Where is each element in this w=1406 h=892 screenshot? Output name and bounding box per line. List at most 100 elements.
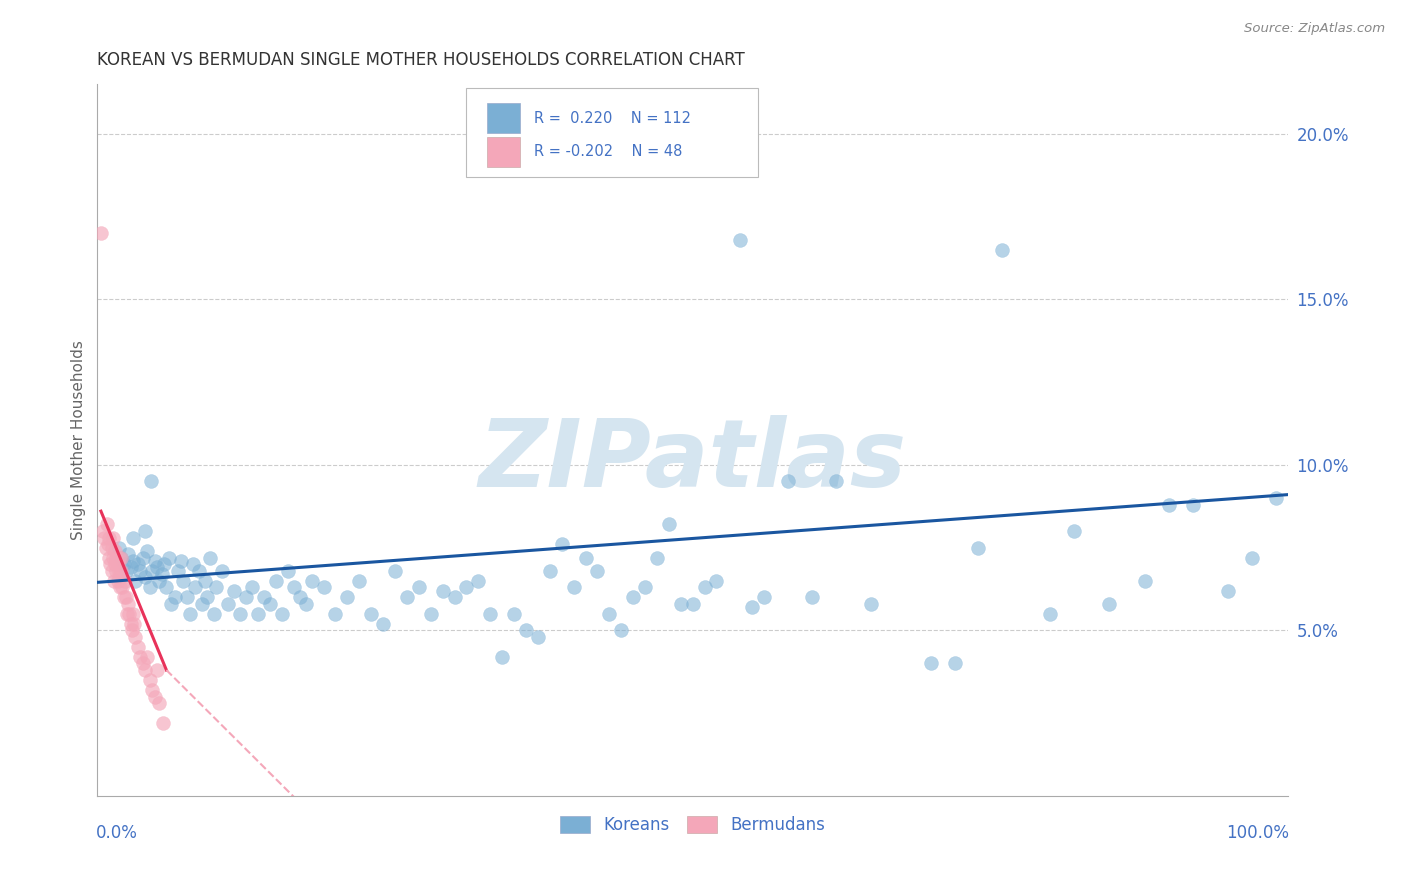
Point: [419, 607, 441, 621]
Point: [195, 591, 218, 605]
Point: [150, 567, 173, 582]
Point: [325, 607, 347, 621]
Point: [104, 544, 127, 558]
Point: [91, 524, 114, 538]
Point: [991, 243, 1014, 257]
Point: [202, 607, 225, 621]
Point: [110, 564, 132, 578]
Point: [752, 591, 775, 605]
Point: [312, 580, 335, 594]
Point: [586, 564, 609, 578]
Point: [141, 564, 163, 578]
Point: [129, 564, 152, 578]
Point: [645, 550, 668, 565]
Point: [148, 574, 170, 588]
Text: KOREAN VS BERMUDAN SINGLE MOTHER HOUSEHOLDS CORRELATION CHART: KOREAN VS BERMUDAN SINGLE MOTHER HOUSEHO…: [97, 51, 745, 69]
Point: [456, 580, 478, 594]
Point: [100, 557, 122, 571]
Point: [105, 550, 128, 565]
Point: [121, 624, 143, 638]
Point: [103, 574, 125, 588]
Point: [224, 583, 246, 598]
Point: [1265, 491, 1288, 505]
Point: [179, 607, 201, 621]
Point: [104, 557, 127, 571]
Point: [98, 550, 121, 565]
Point: [139, 673, 162, 687]
Point: [100, 541, 122, 555]
Point: [120, 616, 142, 631]
Point: [181, 557, 204, 571]
Point: [349, 574, 371, 588]
Point: [1241, 550, 1264, 565]
Point: [706, 574, 728, 588]
Point: [167, 564, 190, 578]
Point: [491, 649, 513, 664]
Point: [621, 591, 644, 605]
Point: [301, 574, 323, 588]
Point: [107, 574, 129, 588]
Point: [551, 537, 574, 551]
Point: [101, 550, 124, 565]
Text: 100.0%: 100.0%: [1226, 824, 1289, 842]
Point: [538, 564, 561, 578]
Point: [1063, 524, 1085, 538]
Point: [408, 580, 430, 594]
Point: [90, 226, 112, 240]
Point: [294, 597, 316, 611]
Point: [191, 597, 214, 611]
Point: [134, 663, 156, 677]
Point: [134, 570, 156, 584]
Point: [141, 682, 163, 697]
Point: [155, 580, 177, 594]
Point: [277, 564, 299, 578]
Point: [112, 557, 135, 571]
Point: [860, 597, 883, 611]
Point: [153, 557, 176, 571]
Point: [112, 591, 135, 605]
Point: [211, 564, 233, 578]
Point: [259, 597, 281, 611]
Point: [115, 607, 138, 621]
Point: [122, 531, 145, 545]
Point: [131, 550, 153, 565]
Point: [1157, 498, 1180, 512]
Legend: Koreans, Bermudans: Koreans, Bermudans: [554, 809, 831, 841]
Point: [115, 591, 138, 605]
Point: [136, 649, 159, 664]
Text: 0.0%: 0.0%: [96, 824, 138, 842]
Point: [129, 649, 152, 664]
Point: [120, 560, 142, 574]
Point: [264, 574, 287, 588]
Point: [247, 607, 270, 621]
Point: [479, 607, 502, 621]
FancyBboxPatch shape: [486, 136, 520, 167]
Point: [118, 607, 141, 621]
Point: [110, 550, 132, 565]
Point: [122, 607, 145, 621]
Point: [730, 233, 752, 247]
Point: [152, 716, 174, 731]
Point: [124, 630, 146, 644]
Point: [432, 583, 454, 598]
Point: [1133, 574, 1156, 588]
Point: [122, 554, 145, 568]
Point: [527, 630, 550, 644]
Point: [610, 624, 633, 638]
Y-axis label: Single Mother Households: Single Mother Households: [72, 340, 86, 540]
Point: [117, 597, 139, 611]
Point: [122, 616, 145, 631]
Point: [598, 607, 620, 621]
Point: [111, 580, 134, 594]
Point: [693, 580, 716, 594]
Point: [100, 564, 122, 578]
Point: [669, 597, 692, 611]
Point: [562, 580, 585, 594]
Point: [515, 624, 537, 638]
Point: [139, 475, 162, 489]
Point: [108, 580, 131, 594]
Point: [1039, 607, 1062, 621]
Point: [443, 591, 465, 605]
Point: [920, 657, 942, 671]
Point: [107, 557, 129, 571]
